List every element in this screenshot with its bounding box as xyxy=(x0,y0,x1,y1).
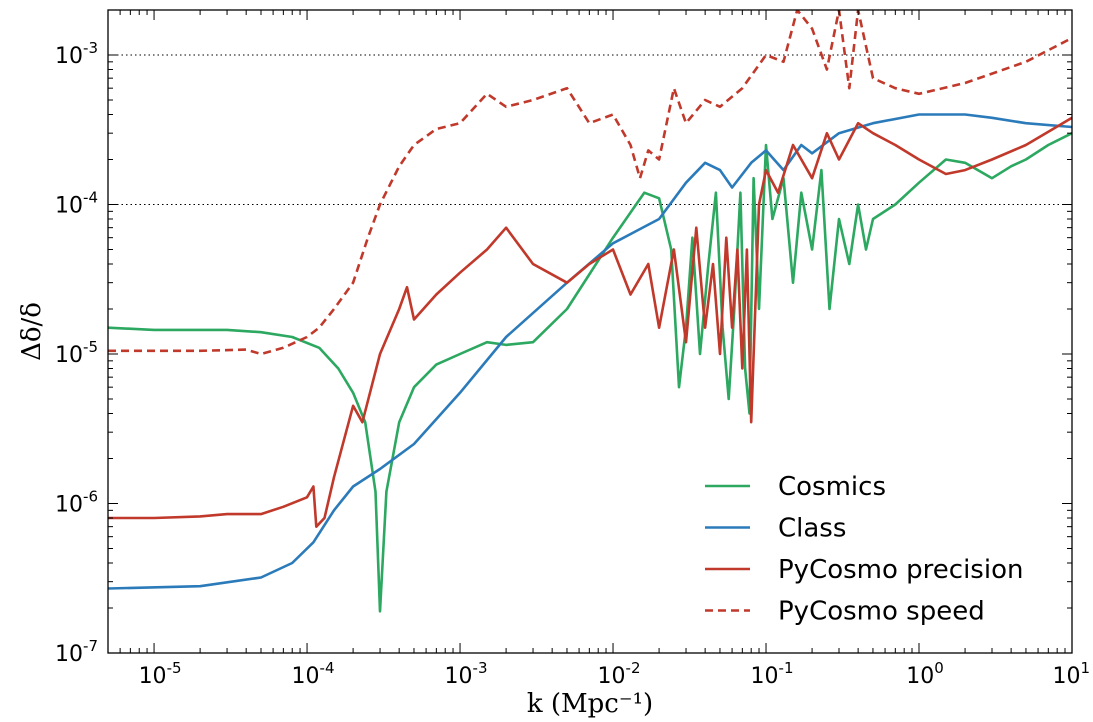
x-tick-label: 10-4 xyxy=(292,659,335,689)
series-line-0 xyxy=(108,132,1072,613)
legend-label-2: PyCosmo precision xyxy=(778,555,1023,585)
y-tick-label: 10-7 xyxy=(55,637,98,667)
plot-frame xyxy=(107,9,1073,654)
series-line-1 xyxy=(108,113,1072,590)
y-tick-label: 10-4 xyxy=(55,189,98,219)
reference-lines xyxy=(108,54,1072,206)
x-tick-label: 10-5 xyxy=(139,659,182,689)
y-tick-label: 10-5 xyxy=(55,338,98,368)
x-tick-label: 10-3 xyxy=(445,659,488,689)
legend-label-3: PyCosmo speed xyxy=(778,597,985,627)
y-tick-label: 10-3 xyxy=(55,39,98,69)
y-tick-label: 10-6 xyxy=(55,488,98,518)
x-tick-label: 10-1 xyxy=(751,659,794,689)
legend-label-1: Class xyxy=(778,514,846,544)
series-group xyxy=(108,10,1072,613)
x-tick-label: 100 xyxy=(906,659,944,689)
y-tick-labels: 10-7 10-6 10-5 10-4 10-3 xyxy=(55,39,98,667)
legend: Cosmics Class PyCosmo precision PyCosmo spe… xyxy=(705,472,1023,627)
series-line-3 xyxy=(108,10,1072,356)
x-tick-labels: 10-5 10-4 10-3 10-2 10-1 100 101 xyxy=(139,659,1090,689)
x-tick-label: 101 xyxy=(1052,659,1090,689)
x-axis-label: k (Mpc⁻¹) xyxy=(527,689,653,719)
legend-label-0: Cosmics xyxy=(778,472,886,502)
series-line-2 xyxy=(108,116,1072,528)
y-axis-label: Δδ/δ xyxy=(17,302,47,361)
x-tick-label: 10-2 xyxy=(598,659,641,689)
axis-ticks xyxy=(108,10,1073,654)
